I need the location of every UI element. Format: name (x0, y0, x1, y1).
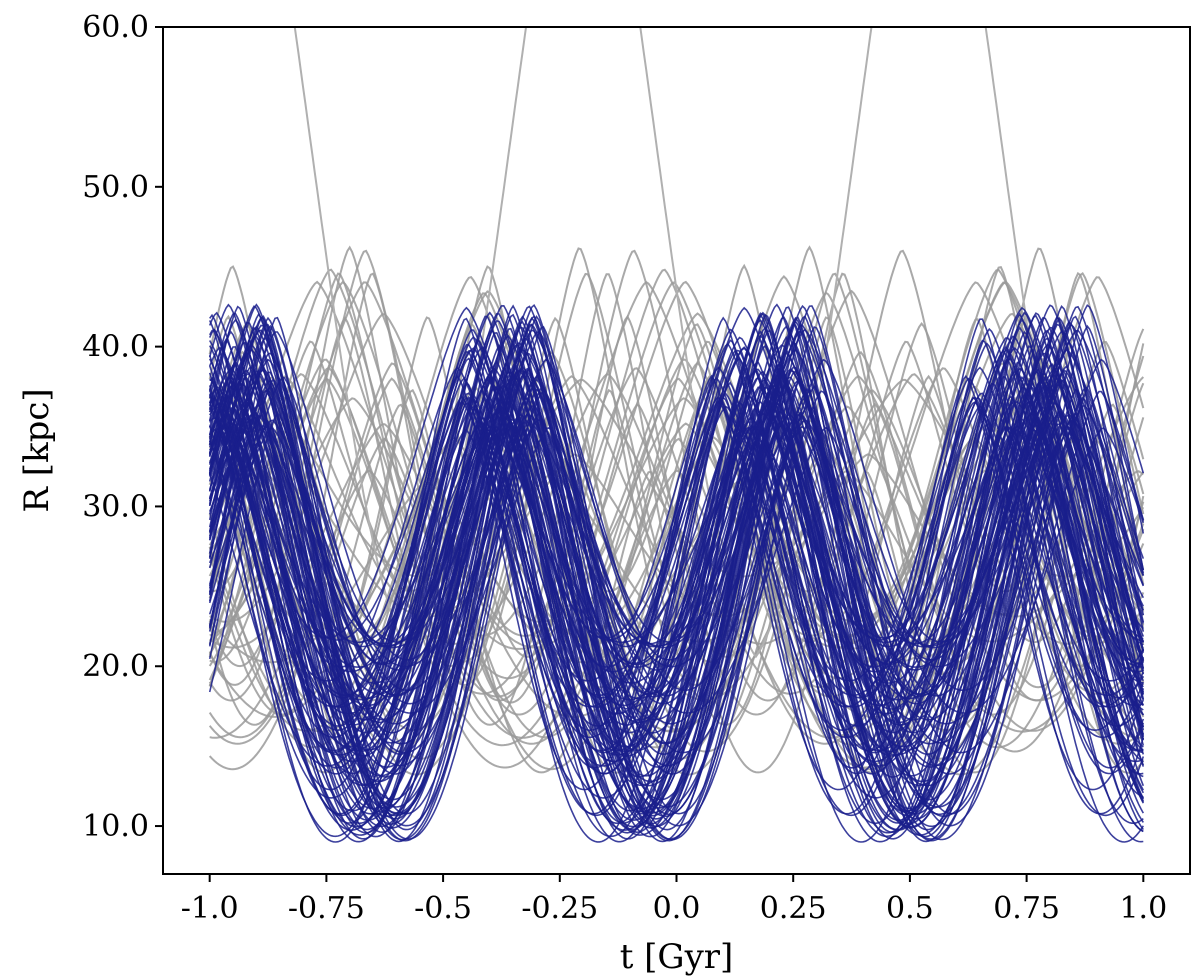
blue-orbit-line-78 (208, 369, 1145, 801)
y-tick-label: 10.0 (82, 809, 149, 844)
blue-orbit-line-100 (208, 338, 1145, 775)
x-tick-label: 0.75 (993, 891, 1060, 926)
y-axis-ticks: 10.0 20.0 30.0 40.0 50.0 60.0 (82, 10, 163, 844)
blue-orbit-line-82 (208, 316, 1145, 756)
blue-orbit-line-108 (208, 379, 1145, 745)
blue-orbit-line-36 (208, 347, 1144, 641)
blue-orbit-line-59 (208, 424, 1145, 767)
x-tick-label: 1.0 (1119, 891, 1167, 926)
y-tick-label: 40.0 (82, 330, 149, 365)
x-tick-label: -0.5 (414, 891, 472, 926)
x-tick-label: 0.5 (886, 891, 934, 926)
y-axis-label: R [kpc] (17, 388, 57, 512)
blue-orbit-line-103 (208, 306, 1144, 639)
y-tick-label: 50.0 (82, 170, 149, 205)
x-tick-label: -0.75 (288, 891, 365, 926)
blue-orbit-line-25 (208, 373, 1145, 695)
y-tick-label: 60.0 (82, 10, 149, 45)
blue-orbit-line-84 (208, 328, 1145, 812)
blue-orbit-line-80 (208, 425, 1144, 752)
y-tick-label: 30.0 (82, 489, 149, 524)
blue-orbit-line-95 (208, 384, 1145, 828)
blue-orbit-line-55 (208, 405, 1145, 697)
blue-orbit-line-88 (208, 323, 1145, 697)
blue-orbit-line-97 (208, 376, 1144, 753)
y-tick-label: 20.0 (82, 649, 149, 684)
blue-orbit-line-102 (208, 344, 1145, 831)
x-tick-label: 0.0 (653, 891, 701, 926)
blue-orbit-line-98 (208, 396, 1145, 818)
blue-orbit-line-101 (208, 303, 1145, 775)
blue-orbit-line-109 (208, 335, 1144, 668)
blue-orbit-line-83 (208, 330, 1144, 840)
blue-orbit-line-67 (208, 420, 1144, 817)
blue-orbit-line-105 (208, 346, 1144, 673)
blue-orbit-line-99 (208, 413, 1145, 808)
gray-orbit-line-41 (209, 312, 1145, 623)
x-axis-label: t [Gyr] (620, 937, 734, 976)
blue-orbit-line-106 (208, 348, 1145, 647)
blue-orbit-line-74 (208, 425, 1145, 787)
blue-orbit-lines (208, 303, 1145, 843)
x-axis-ticks: -1.0 -0.75 -0.5 -0.25 0.0 0.25 0.5 0.75 1.0 (181, 874, 1167, 926)
x-tick-label: 0.25 (760, 891, 827, 926)
blue-orbit-line-89 (208, 325, 1144, 834)
x-tick-label: -0.25 (521, 891, 598, 926)
blue-orbit-line-107 (208, 385, 1145, 827)
gray-highlight-orbit-line-0 (293, 27, 1145, 659)
x-tick-label: -1.0 (181, 891, 239, 926)
blue-orbit-line-28 (208, 327, 1144, 699)
gray-orbit-line-29 (208, 280, 1144, 637)
